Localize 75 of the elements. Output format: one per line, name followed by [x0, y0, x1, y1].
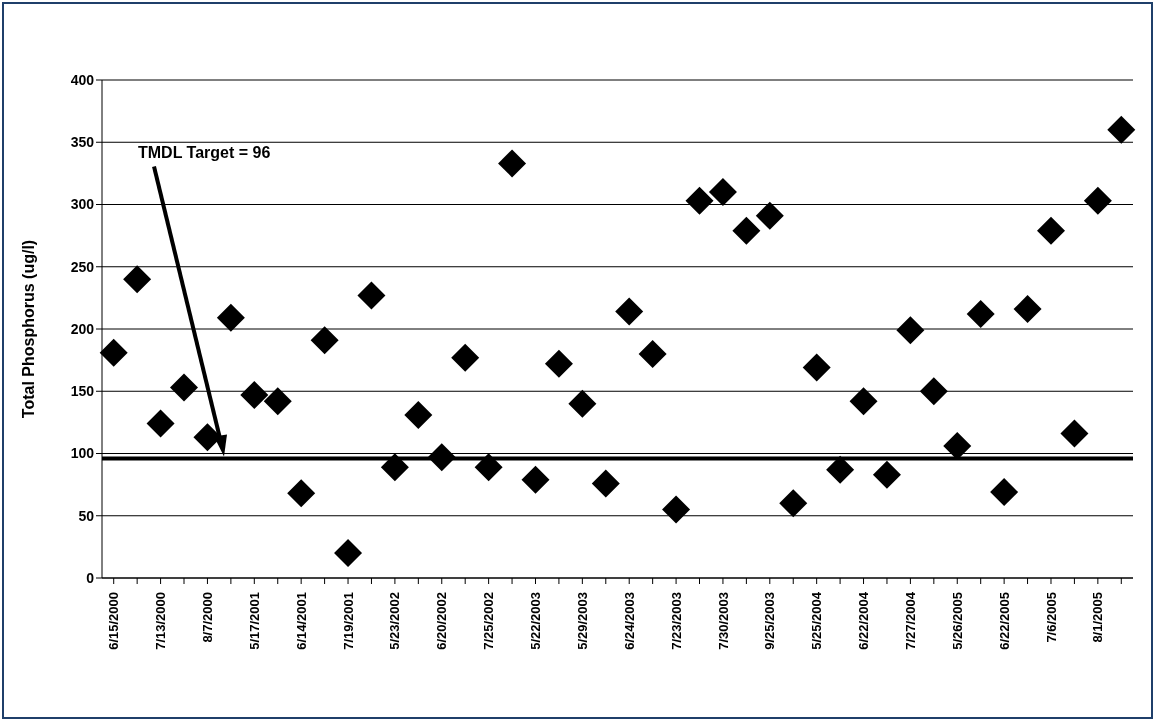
x-tick-label: 6/20/2002 [434, 592, 450, 650]
y-tick-label: 250 [70, 258, 95, 275]
x-tick-label: 6/15/2000 [106, 592, 122, 650]
x-tick-label: 6/22/2004 [856, 591, 872, 650]
point [380, 453, 409, 482]
point [521, 465, 550, 494]
point [1107, 115, 1136, 144]
y-tick-label: 50 [78, 507, 95, 524]
point [404, 400, 433, 429]
y-axis-title: Total Phosphorus (ug/l) [19, 239, 37, 419]
point [474, 453, 503, 482]
point [216, 303, 245, 332]
ref-line-label: TMDL Target = 96 [138, 144, 271, 162]
point [240, 380, 269, 409]
x-tick-label: 5/23/2002 [387, 592, 403, 650]
x-tick-label: 7/25/2002 [481, 592, 497, 650]
x-tick-label: 8/1/2005 [1090, 592, 1106, 643]
point [334, 539, 363, 568]
x-tick-label: 7/30/2003 [715, 592, 731, 650]
point [990, 478, 1019, 507]
point [638, 339, 667, 368]
point [872, 460, 901, 489]
point [287, 479, 316, 508]
point [498, 149, 527, 178]
x-tick-label: 5/17/2001 [246, 592, 262, 650]
x-tick-label: 6/14/2001 [293, 592, 309, 650]
point [966, 300, 995, 329]
x-tick-label: 7/23/2003 [668, 592, 684, 650]
point [615, 297, 644, 326]
point [427, 443, 456, 472]
x-tick-label: 7/19/2001 [340, 592, 356, 650]
point [685, 186, 714, 215]
y-tick-label: 350 [70, 134, 95, 151]
point [99, 338, 128, 367]
x-tick-label: 8/7/2000 [199, 592, 215, 643]
point [310, 326, 339, 355]
point [732, 216, 761, 245]
x-tick-label: 7/6/2005 [1043, 592, 1059, 643]
x-tick-label: 5/22/2003 [528, 592, 544, 650]
point [1013, 295, 1042, 324]
point [544, 349, 573, 378]
x-tick-label: 6/22/2005 [996, 592, 1012, 650]
point [357, 281, 386, 310]
y-tick-label: 150 [70, 383, 95, 400]
point [849, 387, 878, 416]
x-tick-label: 5/29/2003 [574, 592, 590, 650]
point [1036, 216, 1065, 245]
y-tick-label: 300 [70, 196, 95, 213]
point [1083, 186, 1112, 215]
point [896, 316, 925, 345]
x-tick-label: 5/25/2004 [809, 591, 825, 650]
y-tick-label: 400 [70, 71, 95, 88]
x-tick-label: 5/26/2005 [949, 592, 965, 650]
point [146, 409, 175, 438]
point [123, 265, 152, 294]
y-tick-label: 0 [86, 569, 95, 586]
x-tick-label: 7/13/2000 [153, 592, 169, 650]
point [170, 373, 199, 402]
x-tick-label: 7/27/2004 [902, 591, 918, 650]
point [802, 353, 831, 382]
point [451, 343, 480, 372]
x-tick-label: 6/24/2003 [621, 592, 637, 650]
y-tick-label: 200 [70, 320, 95, 337]
x-tick-label: 9/25/2003 [762, 592, 778, 650]
point [755, 201, 784, 230]
point [779, 489, 808, 518]
point [826, 455, 855, 484]
point [591, 469, 620, 498]
point [662, 495, 691, 524]
point [568, 389, 597, 418]
y-tick-label: 100 [70, 445, 95, 462]
point [263, 387, 292, 416]
point [919, 377, 948, 406]
point [708, 178, 737, 207]
point [1060, 419, 1089, 448]
